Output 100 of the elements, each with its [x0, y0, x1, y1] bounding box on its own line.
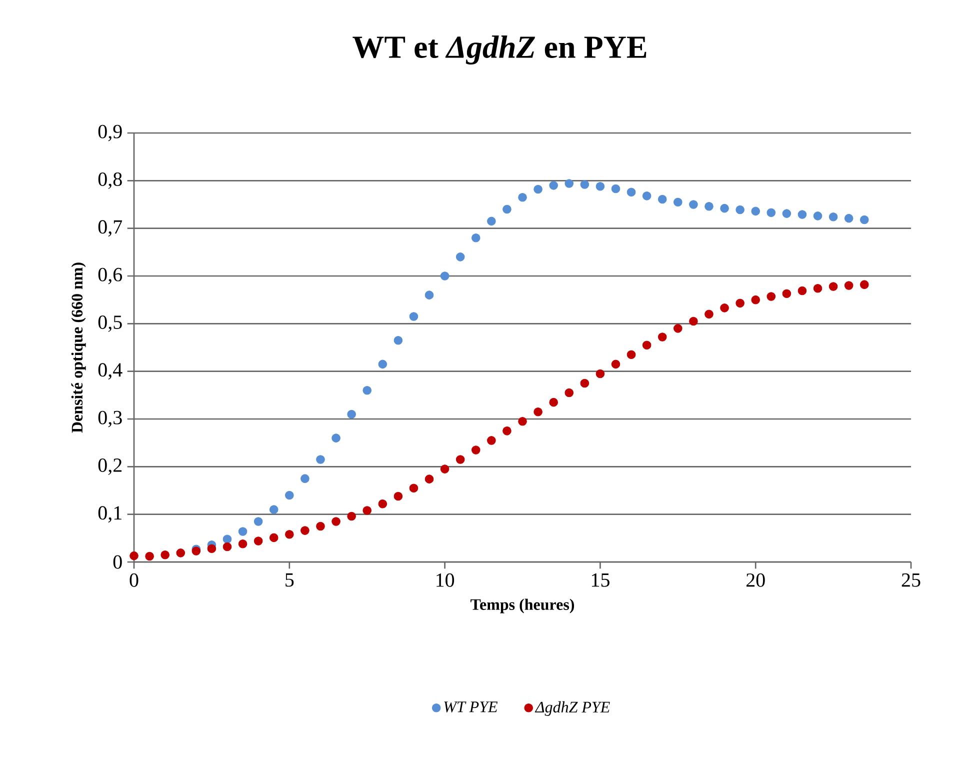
point: [658, 194, 667, 204]
point: [347, 512, 356, 521]
point: [611, 184, 620, 194]
point: [238, 527, 248, 536]
point: [347, 410, 356, 419]
y-tick-label: 0,6: [98, 268, 122, 284]
point: [316, 522, 325, 531]
point: [300, 526, 310, 535]
point: [751, 206, 760, 216]
y-axis-title: Densité optique (660 nm): [71, 262, 86, 433]
point: [409, 484, 418, 493]
point: [332, 517, 340, 526]
point: [269, 505, 278, 514]
point: [844, 281, 854, 290]
point: [720, 204, 729, 213]
point: [440, 464, 450, 474]
y-tick-label: 0,4: [98, 363, 122, 380]
point: [456, 455, 465, 464]
point: [285, 490, 294, 500]
point: [424, 290, 434, 300]
point: [518, 416, 527, 426]
point: [798, 286, 807, 296]
y-tick-label: 0,7: [98, 220, 122, 237]
point: [362, 506, 372, 515]
point: [860, 215, 869, 224]
y-tick-label: 0,1: [98, 506, 122, 523]
y-tick-label: 0,2: [98, 458, 122, 475]
point: [674, 198, 682, 207]
point: [254, 536, 263, 546]
point: [798, 210, 807, 219]
x-tick-label: 10: [436, 573, 454, 587]
point: [394, 336, 403, 345]
point: [626, 188, 636, 197]
legend-label: WT PYE: [444, 702, 498, 712]
point: [456, 252, 465, 262]
point: [828, 282, 838, 291]
point: [704, 202, 714, 211]
point: [332, 434, 340, 442]
x-tick-label: 20: [746, 573, 765, 587]
point: [596, 369, 605, 378]
point: [704, 310, 714, 319]
point: [689, 316, 698, 326]
point: [471, 446, 480, 454]
point: [642, 192, 652, 200]
point: [145, 552, 154, 561]
y-tick-label: 0,9: [98, 124, 122, 142]
y-tick-label: 0,5: [98, 315, 122, 332]
point: [813, 284, 822, 293]
point: [549, 398, 558, 407]
point: [844, 214, 854, 223]
point: [860, 280, 869, 289]
point: [782, 289, 792, 298]
point: [580, 378, 590, 388]
point: [658, 332, 667, 342]
point: [502, 426, 512, 436]
point: [502, 204, 512, 214]
legend-label: ΔgdhZ PYE: [534, 701, 610, 716]
point: [269, 533, 278, 542]
point: [222, 534, 232, 544]
y-tick-label: 0: [113, 555, 122, 569]
point: [362, 386, 372, 395]
point: [518, 192, 527, 202]
point: [424, 474, 434, 484]
point: [378, 360, 388, 369]
point: [176, 548, 186, 558]
point: [611, 360, 620, 369]
point: [130, 551, 138, 560]
point: [674, 324, 682, 333]
point: [736, 298, 744, 308]
point: [378, 499, 388, 508]
point: [316, 455, 325, 464]
point: [487, 216, 496, 226]
point: [828, 212, 838, 222]
x-tick-label: 15: [592, 573, 610, 587]
point: [549, 181, 558, 190]
point: [207, 544, 216, 554]
x-tick-label: 25: [902, 573, 920, 587]
point: [487, 436, 496, 445]
point: [238, 539, 248, 548]
point: [300, 474, 310, 483]
point: [596, 182, 605, 191]
point: [222, 542, 232, 552]
point: [580, 180, 590, 189]
point: [409, 312, 418, 321]
x-tick-label: 5: [286, 573, 294, 587]
point: [736, 205, 744, 214]
point: [534, 184, 542, 194]
point: [766, 208, 776, 218]
y-tick-label: 0,3: [98, 410, 122, 428]
point: [766, 292, 776, 301]
point: [642, 340, 652, 350]
point: [782, 209, 792, 218]
x-axis-title: Temps (heures): [470, 598, 574, 614]
y-tick-label: 0,8: [98, 172, 122, 189]
point: [626, 350, 636, 360]
point: [813, 212, 822, 220]
point: [534, 407, 542, 416]
x-tick-label: 0: [130, 573, 138, 587]
point: [254, 517, 263, 526]
chart-title: WT et ΔgdhZ en PYE: [352, 35, 646, 65]
